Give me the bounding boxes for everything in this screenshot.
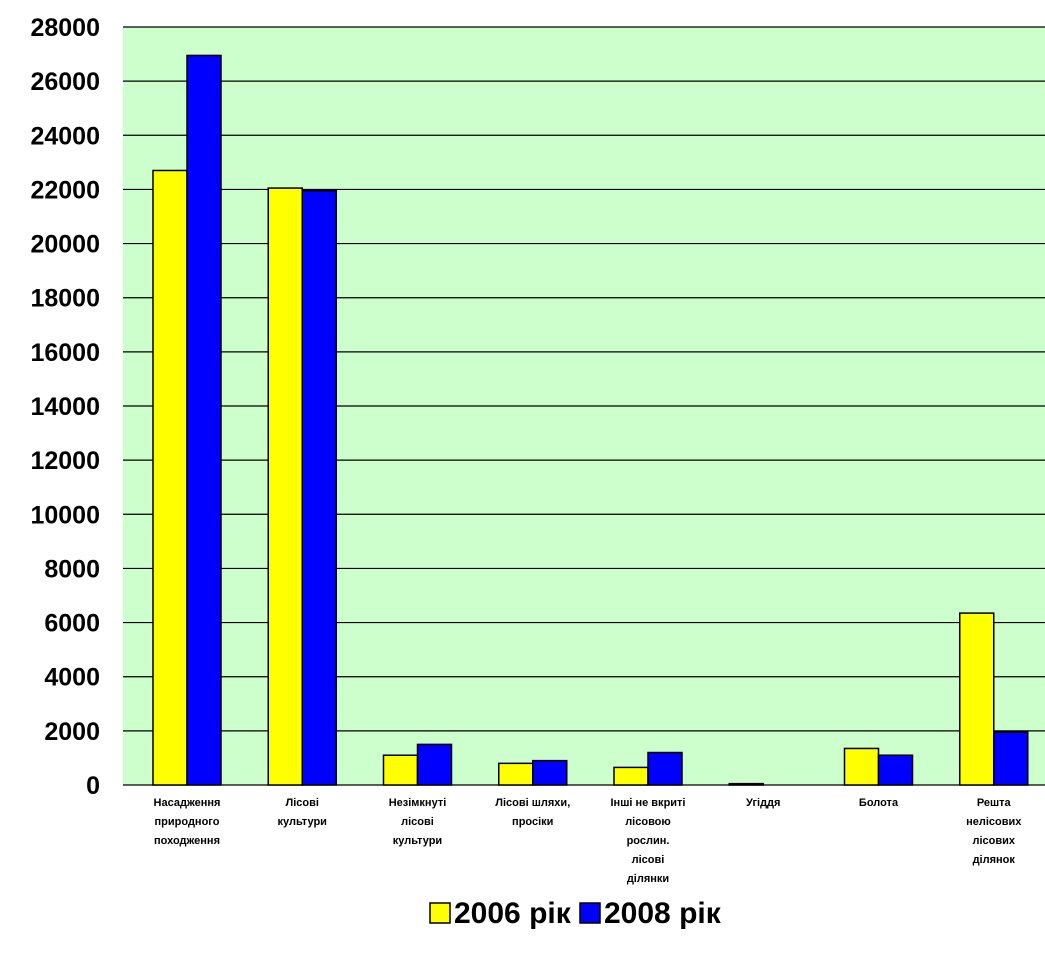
bar-series-2 xyxy=(301,190,337,786)
bar-series-2 xyxy=(647,751,683,786)
y-tick-label: 16000 xyxy=(30,339,100,367)
legend-label: 2008 рік xyxy=(604,897,722,930)
legend-swatch xyxy=(579,902,601,924)
bar-series-1 xyxy=(728,782,764,786)
y-tick-label: 22000 xyxy=(30,176,100,204)
bar-series-1 xyxy=(613,766,649,786)
x-category-label: Лісові культури xyxy=(278,797,327,828)
x-category-label: Угіддя xyxy=(746,797,780,809)
x-category-label: Болота xyxy=(859,797,899,809)
bar-series-1 xyxy=(267,187,303,786)
y-axis-tick-labels: 0 2000 4000 6000 8000 10000 12000 14000 16000 180… xyxy=(30,14,100,800)
bar-series-1 xyxy=(843,747,880,786)
y-tick-label: 0 xyxy=(86,772,100,800)
y-tick-label: 8000 xyxy=(44,555,100,583)
y-tick-label: 6000 xyxy=(44,610,100,638)
x-category-label: Незімкнуті лісові культури xyxy=(389,797,447,847)
y-tick-label: 4000 xyxy=(44,664,100,692)
bar-series-2 xyxy=(186,54,222,786)
legend: 2006 рік 2008 рік xyxy=(429,897,722,930)
bar-series-1 xyxy=(498,762,534,786)
bar-series-2 xyxy=(416,743,453,786)
bar-series-2 xyxy=(877,754,914,786)
y-tick-label: 10000 xyxy=(30,501,100,529)
y-tick-label: 18000 xyxy=(30,285,100,313)
bars xyxy=(152,54,1029,786)
x-category-label: Лісові шляхи, просіки xyxy=(495,797,570,828)
bar-series-2 xyxy=(993,731,1029,786)
y-tick-label: 26000 xyxy=(30,68,100,96)
bar-series-1 xyxy=(152,169,188,786)
legend-label: 2006 рік xyxy=(454,897,572,930)
bar-series-1 xyxy=(382,754,419,786)
x-category-label: Інші не вкриті лісовою рослин. лісові ділянк… xyxy=(611,797,686,885)
x-category-label: Насадження природного походження xyxy=(154,797,221,847)
legend-swatch xyxy=(429,902,451,924)
y-tick-label: 12000 xyxy=(30,447,100,475)
bar-series-2 xyxy=(532,759,568,786)
y-tick-label: 20000 xyxy=(30,231,100,259)
y-tick-label: 28000 xyxy=(30,14,100,42)
bar-series-1 xyxy=(959,612,995,786)
x-axis-category-labels: Насадження природного походження Лісові куль… xyxy=(154,797,1023,885)
y-tick-label: 14000 xyxy=(30,393,100,421)
x-category-label: Решта нелісових лісових ділянок xyxy=(966,797,1022,866)
y-tick-label: 24000 xyxy=(30,122,100,150)
y-tick-label: 2000 xyxy=(44,718,100,746)
